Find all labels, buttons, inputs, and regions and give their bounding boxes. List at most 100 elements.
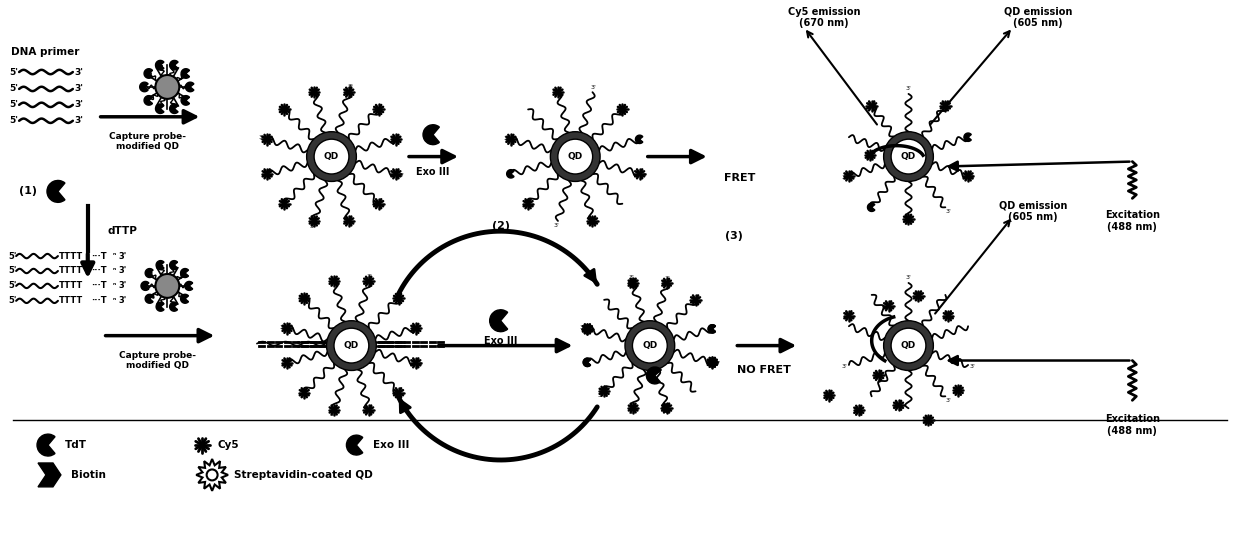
Circle shape	[892, 139, 926, 174]
Text: 5': 5'	[9, 281, 16, 291]
Wedge shape	[662, 404, 670, 412]
Text: 3': 3'	[554, 224, 559, 228]
Text: 5': 5'	[9, 251, 16, 260]
Circle shape	[155, 75, 180, 99]
Text: 5': 5'	[9, 85, 19, 93]
Wedge shape	[629, 279, 636, 287]
Circle shape	[625, 321, 675, 370]
Text: 3': 3'	[74, 100, 84, 109]
Text: ···T: ···T	[91, 251, 107, 260]
Wedge shape	[37, 434, 55, 456]
Wedge shape	[155, 61, 164, 70]
Text: 3': 3'	[641, 173, 647, 177]
Text: Capture probe-
modified QD: Capture probe- modified QD	[119, 351, 196, 370]
Text: 3': 3'	[714, 361, 720, 366]
Wedge shape	[140, 82, 148, 92]
Wedge shape	[185, 281, 192, 291]
Circle shape	[892, 328, 926, 363]
Text: ⁿ: ⁿ	[113, 268, 115, 274]
Text: 3': 3'	[598, 393, 603, 398]
Text: Excitation
(488 nm): Excitation (488 nm)	[1105, 211, 1159, 232]
Wedge shape	[186, 82, 193, 92]
Circle shape	[558, 139, 593, 174]
Text: 3': 3'	[945, 398, 951, 403]
Text: ⁿ: ⁿ	[113, 283, 115, 289]
Text: 3': 3'	[399, 173, 404, 178]
Wedge shape	[708, 325, 715, 333]
Wedge shape	[635, 135, 642, 144]
Text: 3': 3'	[258, 135, 264, 140]
Wedge shape	[346, 435, 363, 455]
Text: 3': 3'	[905, 86, 911, 92]
Text: 3': 3'	[665, 276, 671, 281]
Text: 3': 3'	[579, 325, 585, 330]
Text: 3': 3'	[259, 136, 265, 140]
Wedge shape	[170, 260, 177, 270]
Wedge shape	[144, 69, 153, 78]
Circle shape	[884, 132, 934, 182]
Text: dTTP: dTTP	[108, 226, 138, 236]
Wedge shape	[507, 170, 515, 178]
Text: (3): (3)	[725, 231, 743, 241]
Wedge shape	[145, 269, 153, 278]
Circle shape	[326, 321, 376, 370]
Text: 3': 3'	[905, 276, 911, 280]
Text: QD emission
(605 nm): QD emission (605 nm)	[1003, 6, 1073, 28]
Circle shape	[155, 274, 180, 298]
Text: 3': 3'	[119, 281, 126, 291]
Wedge shape	[144, 95, 153, 105]
Wedge shape	[490, 310, 507, 332]
Text: ⁿ: ⁿ	[113, 298, 115, 304]
Text: 3': 3'	[330, 412, 336, 418]
Text: 3': 3'	[310, 224, 316, 228]
Text: ···T: ···T	[91, 281, 107, 291]
Text: 3': 3'	[945, 209, 951, 214]
Wedge shape	[868, 203, 875, 212]
Polygon shape	[38, 463, 61, 487]
Text: 3': 3'	[310, 224, 316, 229]
Text: 3': 3'	[367, 274, 373, 279]
Text: 3': 3'	[629, 411, 635, 415]
Text: (2): (2)	[491, 221, 510, 231]
Text: ⁿ: ⁿ	[113, 253, 115, 259]
Text: TTTT: TTTT	[60, 281, 83, 291]
Wedge shape	[963, 133, 971, 142]
Text: TTTT: TTTT	[60, 296, 83, 306]
Wedge shape	[170, 61, 179, 70]
Wedge shape	[156, 260, 164, 270]
Circle shape	[334, 328, 368, 363]
Text: QD emission
(605 nm): QD emission (605 nm)	[998, 200, 1068, 222]
Text: 3': 3'	[119, 266, 126, 276]
Wedge shape	[141, 281, 149, 291]
Text: 3': 3'	[74, 85, 84, 93]
Text: (1): (1)	[19, 187, 37, 196]
Text: 3': 3'	[279, 325, 285, 330]
Text: FRET: FRET	[724, 174, 755, 183]
Polygon shape	[196, 459, 228, 491]
Text: QD: QD	[343, 341, 360, 350]
Text: 3': 3'	[590, 85, 596, 90]
Text: DNA primer: DNA primer	[11, 47, 79, 57]
Wedge shape	[145, 294, 153, 303]
Wedge shape	[47, 181, 64, 203]
Text: QD: QD	[642, 341, 657, 350]
Text: QD: QD	[568, 152, 583, 161]
Wedge shape	[181, 269, 188, 278]
Text: 5': 5'	[9, 68, 19, 77]
Wedge shape	[181, 95, 190, 105]
Text: 3': 3'	[629, 276, 635, 280]
Wedge shape	[423, 125, 439, 145]
Wedge shape	[155, 104, 164, 114]
Text: TTTT: TTTT	[60, 251, 83, 260]
Text: Excitation
(488 nm): Excitation (488 nm)	[1105, 414, 1159, 436]
Text: TdT: TdT	[64, 440, 87, 450]
Text: Biotin: Biotin	[71, 470, 105, 480]
Text: 5': 5'	[9, 296, 16, 306]
Text: Cy5: Cy5	[217, 440, 239, 450]
Text: QD: QD	[901, 152, 916, 161]
Text: 3': 3'	[503, 136, 508, 140]
Wedge shape	[156, 302, 164, 311]
Text: Exo III: Exo III	[373, 440, 409, 450]
Text: Cy5 emission
(670 nm): Cy5 emission (670 nm)	[787, 6, 861, 28]
Circle shape	[884, 321, 934, 370]
